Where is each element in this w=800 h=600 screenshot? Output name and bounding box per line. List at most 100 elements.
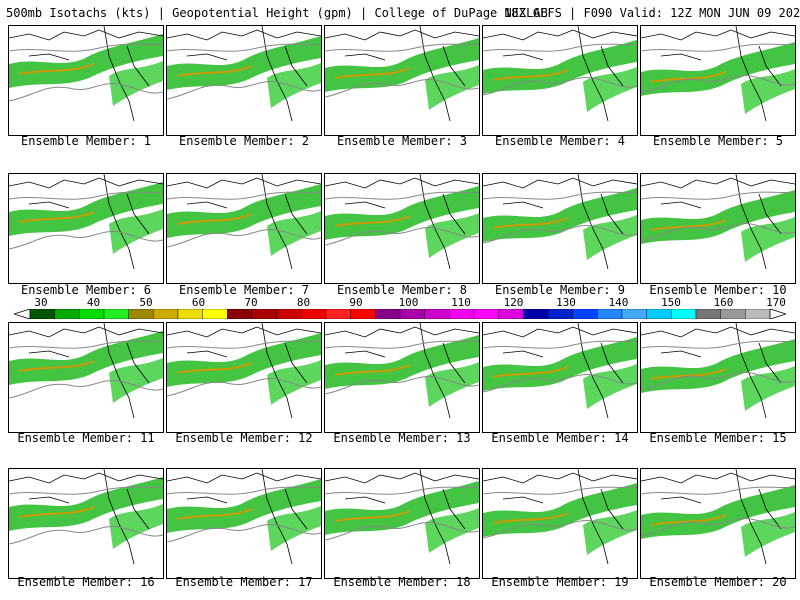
height-contour — [483, 225, 637, 244]
jet-band — [167, 184, 321, 238]
colorbar-right-arrow — [769, 309, 786, 319]
colorbar-swatch — [202, 309, 228, 319]
coastline — [167, 174, 321, 270]
colorbar-tick-label: 50 — [139, 296, 153, 309]
map-canvas — [641, 323, 795, 419]
colorbar-swatch — [424, 309, 450, 319]
ensemble-member-label: Ensemble Member: 7 — [178, 283, 310, 297]
jet-core — [492, 512, 569, 524]
jet-band — [483, 337, 637, 391]
ensemble-member-label: Ensemble Member: 5 — [652, 134, 784, 148]
ensemble-member-label: Ensemble Member: 16 — [17, 575, 155, 589]
height-contour-north — [167, 486, 321, 495]
coastline — [167, 26, 321, 122]
height-contour-north — [641, 191, 795, 200]
ensemble-map-panel — [640, 468, 796, 579]
map-canvas — [641, 174, 795, 270]
colorbar-swatch — [399, 309, 425, 319]
colorbar-swatch — [745, 309, 771, 319]
colorbar-swatch — [695, 309, 721, 319]
jet-core — [18, 211, 95, 223]
ensemble-map-panel — [8, 173, 164, 284]
colorbar-labels: 30 40 50 60 70 80 90 100 110 120 130 140 150 160 170 — [0, 296, 800, 309]
coastline — [325, 469, 479, 565]
ensemble-member-label: Ensemble Member: 15 — [649, 431, 787, 445]
jet-core — [176, 213, 253, 225]
jet-band-east — [267, 63, 321, 108]
colorbar-swatch — [251, 309, 277, 319]
map-canvas — [641, 469, 795, 565]
jet-band — [641, 42, 795, 96]
height-contour-north — [325, 340, 479, 349]
jet-core — [492, 366, 569, 378]
jet-band-east — [741, 512, 795, 557]
colorbar-swatch — [325, 309, 351, 319]
jet-band — [9, 182, 163, 236]
jet-core — [176, 362, 253, 374]
map-canvas — [167, 323, 321, 419]
ensemble-map-panel — [8, 468, 164, 579]
jet-band — [641, 339, 795, 393]
height-contour-north — [325, 191, 479, 200]
jet-band — [9, 331, 163, 385]
colorbar-swatch — [597, 309, 623, 319]
jet-band-east — [109, 504, 163, 549]
colorbar-tick-label: 140 — [608, 296, 629, 309]
height-contour — [167, 524, 321, 543]
jet-band — [9, 477, 163, 531]
ensemble-map-panel — [324, 322, 480, 433]
jet-band — [167, 36, 321, 90]
jet-band-east — [583, 510, 637, 555]
coastline — [167, 469, 321, 565]
jet-core — [334, 510, 411, 522]
colorbar-swatch — [276, 309, 302, 319]
colorbar-swatch — [646, 309, 672, 319]
ensemble-member-label: Ensemble Member: 4 — [494, 134, 626, 148]
jet-core — [176, 65, 253, 77]
jet-core — [650, 219, 727, 231]
map-canvas — [9, 469, 163, 565]
height-contour-north — [325, 43, 479, 52]
colorbar-tick-label: 60 — [191, 296, 206, 309]
colorbar-tick-label: 170 — [766, 296, 786, 309]
colorbar — [14, 309, 786, 319]
map-canvas — [167, 469, 321, 565]
jet-core — [334, 67, 411, 79]
height-contour-north — [167, 191, 321, 200]
ensemble-map-panel — [640, 25, 796, 136]
colorbar-swatch — [572, 309, 598, 319]
colorbar-swatch — [301, 309, 327, 319]
ensemble-map-panel — [640, 322, 796, 433]
jet-band — [483, 40, 637, 94]
height-contour — [9, 83, 163, 102]
coastline — [9, 323, 163, 419]
product-title: 500mb Isotachs (kts) | Geopotential Heig… — [6, 6, 548, 20]
jet-band — [325, 335, 479, 389]
jet-core — [334, 215, 411, 227]
colorbar-swatch — [153, 309, 179, 319]
coastline — [9, 469, 163, 565]
height-contour — [641, 518, 795, 537]
colorbar-swatch — [473, 309, 499, 319]
map-canvas — [483, 323, 637, 419]
ensemble-member-label: Ensemble Member: 17 — [175, 575, 313, 589]
coastline — [483, 26, 637, 122]
map-canvas — [641, 26, 795, 122]
colorbar-swatch — [547, 309, 573, 319]
ensemble-map-panel — [166, 25, 322, 136]
coastline — [483, 174, 637, 270]
ensemble-member-label: Ensemble Member: 2 — [178, 134, 310, 148]
ensemble-map-panel — [324, 173, 480, 284]
map-canvas — [167, 26, 321, 122]
ensemble-member-label: Ensemble Member: 20 — [649, 575, 787, 589]
coastline — [9, 26, 163, 122]
jet-core — [176, 508, 253, 520]
ensemble-member-label: Ensemble Member: 18 — [333, 575, 471, 589]
coastline — [641, 26, 795, 122]
height-contour — [483, 520, 637, 539]
colorbar-tick-label: 130 — [556, 296, 576, 309]
ensemble-member-label: Ensemble Member: 11 — [17, 431, 155, 445]
height-contour — [167, 81, 321, 100]
coastline — [641, 174, 795, 270]
height-contour — [325, 376, 479, 395]
